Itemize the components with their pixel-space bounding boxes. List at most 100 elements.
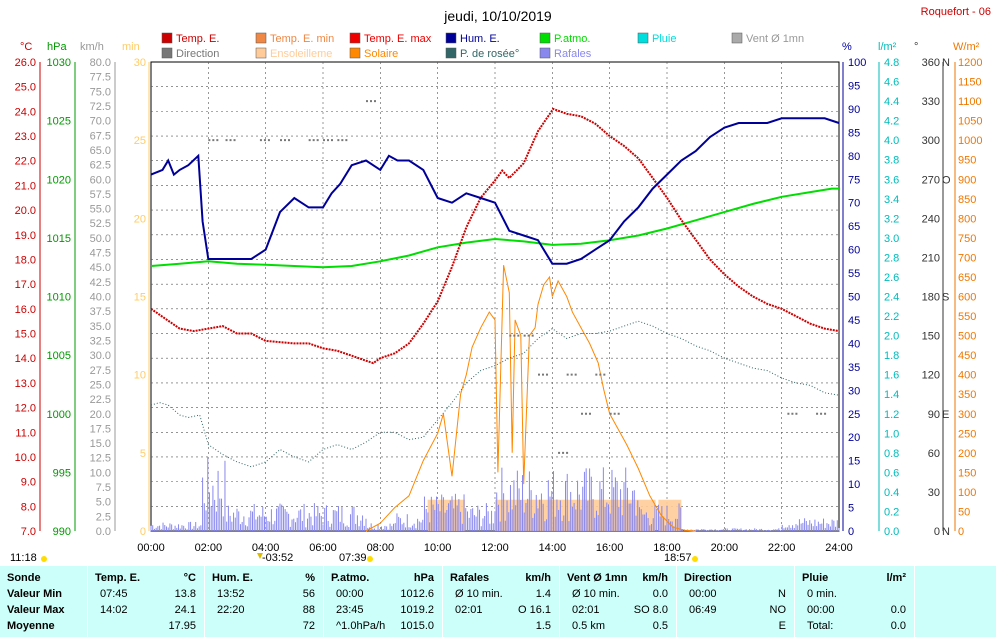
- pressure-tick-label: 1005: [47, 350, 71, 362]
- cell-value: 1012.6: [400, 588, 434, 600]
- rain-tick-label: 1.0: [884, 428, 899, 440]
- pressure-tick-label: 1020: [47, 174, 71, 186]
- humidity-tick-label: 45: [848, 315, 860, 327]
- solar-tick-label: 650: [958, 272, 976, 284]
- temp-tick-label: 21.0: [15, 180, 36, 192]
- wind-tick-label: 17.5: [90, 423, 111, 435]
- legend-swatch: [255, 47, 267, 59]
- solar-tick-label: 950: [958, 155, 976, 167]
- humidity-tick-label: 85: [848, 127, 860, 139]
- rain-tick-label: 2.4: [884, 292, 899, 304]
- plot-area: [150, 100, 840, 532]
- sun-marker-day: [41, 556, 47, 562]
- axis-units: °C hPa km/h min % l/m² ° W/m²: [20, 41, 980, 53]
- rain-tick-label: 2.2: [884, 311, 899, 323]
- wind-tick-label: 52.5: [90, 218, 111, 230]
- legend-label: Rafales: [554, 48, 592, 60]
- wind-tick-label: 47.5: [90, 248, 111, 260]
- cell-time: 02:01: [455, 604, 483, 616]
- rain-tick-label: 0.8: [884, 448, 899, 460]
- humidity-tick-label: 80: [848, 151, 860, 163]
- unit-temp: °C: [20, 41, 32, 53]
- pressure-line: [150, 187, 839, 269]
- rain-tick-label: 2.0: [884, 331, 899, 343]
- legend-label: Vent Ø 1mn: [746, 33, 804, 45]
- humidity-tick-label: 50: [848, 292, 860, 304]
- solar-tick-label: 200: [958, 448, 976, 460]
- unit-wind: km/h: [80, 41, 104, 53]
- humidity-tick-label: 60: [848, 245, 860, 257]
- cell-value: 0.5: [652, 620, 668, 632]
- summary-column: Direction 00:00 N 06:49 NO E: [677, 566, 795, 637]
- station-name: Roquefort - 06: [921, 6, 991, 18]
- solar-tick-label: 250: [958, 428, 976, 440]
- cell-value: SO 8.0: [633, 604, 668, 616]
- direction-tick-label: 120: [922, 370, 940, 382]
- unit-rain: l/m²: [878, 41, 897, 53]
- cell-time: 14:02: [100, 604, 128, 616]
- pressure-tick-label: 1010: [47, 292, 71, 304]
- pressure-tick-label: 1015: [47, 233, 71, 245]
- time-tick-label: 16:00: [596, 542, 624, 554]
- direction-tick-label: 150: [922, 331, 940, 343]
- humidity-tick-label: 10: [848, 479, 860, 491]
- minutes-tick-label: 25: [134, 135, 146, 147]
- cell-time: 0.5 km: [572, 620, 606, 632]
- solar-tick-label: 550: [958, 311, 976, 323]
- solar-tick-label: 500: [958, 331, 976, 343]
- solar-tick-label: 800: [958, 213, 976, 225]
- direction-tick-label: 0: [934, 526, 940, 538]
- wind-tick-label: 5.0: [96, 497, 111, 509]
- column-unit: hPa: [413, 572, 434, 584]
- wind-tick-label: 10.0: [90, 467, 111, 479]
- rain-tick-label: 2.8: [884, 252, 899, 264]
- cell-value: 1.4: [535, 588, 551, 600]
- cell-time: 06:49: [689, 604, 717, 616]
- row-label: Valeur Max: [7, 604, 65, 616]
- wind-tick-label: 80.0: [90, 57, 111, 69]
- cell-value: E: [778, 620, 786, 632]
- column-header: P.atmo.: [331, 572, 370, 584]
- legend-swatch: [445, 47, 457, 59]
- rain-tick-label: 0.6: [884, 467, 899, 479]
- cell-value: O 16.1: [517, 604, 551, 616]
- rain-tick-label: 1.8: [884, 350, 899, 362]
- rain-tick-label: 1.6: [884, 370, 899, 382]
- solar-tick-label: 300: [958, 409, 976, 421]
- direction-tick-label: 330: [922, 96, 940, 108]
- summary-column: Vent Ø 1mn km/h Ø 10 min. 0.0 02:01 SO 8.0 0.5…: [560, 566, 677, 637]
- temp-tick-label: 9.0: [21, 477, 36, 489]
- legend-label: Ensoleilleme: [270, 48, 332, 60]
- humidity-tick-label: 70: [848, 198, 860, 210]
- rain-tick-label: 0.0: [884, 526, 899, 538]
- grid: [150, 61, 840, 532]
- wind-tick-label: 57.5: [90, 189, 111, 201]
- time-tick-label: 04:00: [252, 542, 280, 554]
- wind-tick-label: 35.0: [90, 321, 111, 333]
- wind-tick-label: 55.0: [90, 204, 111, 216]
- wind-tick-label: 12.5: [90, 453, 111, 465]
- legend-swatch: [637, 32, 649, 44]
- cell-value: 56: [302, 588, 315, 600]
- wind-tick-label: 25.0: [90, 379, 111, 391]
- temp-tick-label: 10.0: [15, 452, 36, 464]
- wind-tick-label: 62.5: [90, 160, 111, 172]
- sunrise-time: 07:39: [339, 552, 367, 564]
- solar-tick-label: 400: [958, 370, 976, 382]
- cell-time: 02:01: [572, 604, 600, 616]
- humidity-tick-label: 95: [848, 80, 860, 92]
- column-unit: km/h: [525, 572, 551, 584]
- temp-tick-label: 19.0: [15, 230, 36, 242]
- direction-tick-label: 180: [922, 292, 940, 304]
- cell-value: 1019.2: [400, 604, 434, 616]
- solar-tick-label: 1150: [958, 77, 982, 89]
- cell-value: 0.0: [890, 604, 906, 616]
- wind-tick-label: 77.5: [90, 72, 111, 84]
- solar-tick-label: 350: [958, 389, 976, 401]
- temp-tick-label: 13.0: [15, 378, 36, 390]
- unit-solar: W/m²: [953, 41, 980, 53]
- summary-column: Sonde Valeur Min Valeur Max Moyenne: [0, 566, 88, 637]
- legend-swatch: [255, 32, 267, 44]
- cell-time: 00:00: [807, 604, 835, 616]
- time-tick-label: 12:00: [481, 542, 509, 554]
